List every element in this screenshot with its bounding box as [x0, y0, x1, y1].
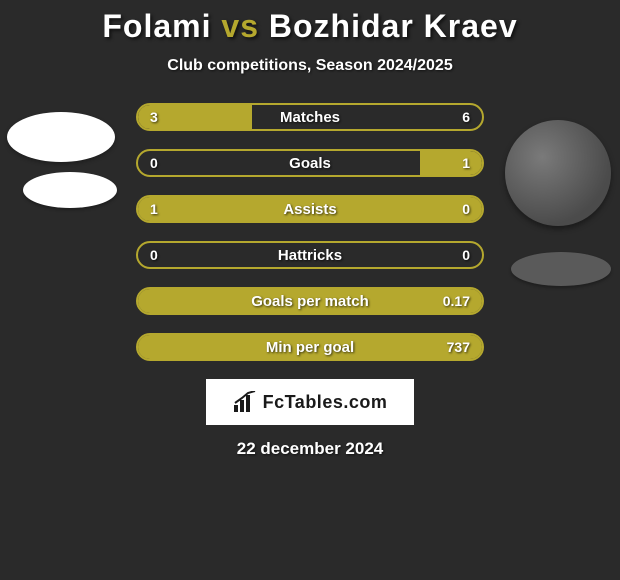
player1-name: Folami [102, 8, 211, 44]
stat-label: Min per goal [138, 335, 482, 359]
fctables-bars-icon [233, 391, 257, 413]
vs-separator: vs [221, 8, 259, 44]
player1-avatar [5, 100, 115, 210]
stat-label: Goals per match [138, 289, 482, 313]
subtitle: Club competitions, Season 2024/2025 [0, 57, 620, 75]
stat-value-right: 6 [462, 105, 470, 129]
player2-avatar [505, 120, 615, 230]
player2-name: Bozhidar Kraev [269, 8, 518, 44]
comparison-card: Folami vs Bozhidar Kraev Club competitio… [0, 0, 620, 459]
stat-value-right: 1 [462, 151, 470, 175]
stat-label: Goals [138, 151, 482, 175]
stat-value-right: 0 [462, 243, 470, 267]
stat-value-right: 737 [447, 335, 470, 359]
stat-value-right: 0 [462, 197, 470, 221]
stat-label: Assists [138, 197, 482, 221]
avatar-placeholder-icon [511, 252, 611, 286]
stat-row: Goals per match0.17 [136, 287, 484, 315]
page-title: Folami vs Bozhidar Kraev [0, 8, 620, 45]
stat-row: 1Assists0 [136, 195, 484, 223]
stat-row: 0Hattricks0 [136, 241, 484, 269]
branding-badge: FcTables.com [206, 379, 414, 425]
avatar-placeholder-icon [23, 172, 117, 208]
stats-list: 3Matches60Goals11Assists00Hattricks0Goal… [136, 103, 484, 361]
stat-label: Matches [138, 105, 482, 129]
stat-row: Min per goal737 [136, 333, 484, 361]
stat-value-right: 0.17 [443, 289, 470, 313]
stat-row: 0Goals1 [136, 149, 484, 177]
avatar-placeholder-icon [505, 120, 611, 226]
date-label: 22 december 2024 [0, 439, 620, 459]
avatar-placeholder-icon [7, 112, 115, 162]
stat-label: Hattricks [138, 243, 482, 267]
branding-text: FcTables.com [263, 392, 388, 413]
stat-row: 3Matches6 [136, 103, 484, 131]
